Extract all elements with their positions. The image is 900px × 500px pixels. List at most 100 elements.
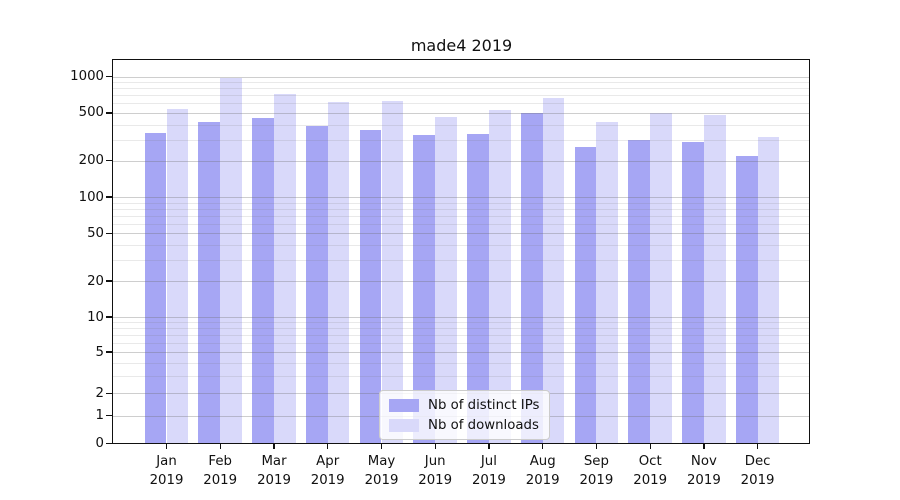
grid-line-minor bbox=[113, 260, 810, 261]
y-axis-tick-mark bbox=[106, 112, 112, 114]
bar-jun-distinct-ips bbox=[413, 135, 436, 444]
y-axis-tick-label: 500 bbox=[78, 105, 104, 121]
y-axis-tick-label: 1000 bbox=[70, 69, 104, 85]
x-axis-tick-year: 2019 bbox=[686, 473, 721, 488]
grid-line-minor bbox=[113, 208, 810, 210]
y-axis-tick-label: 50 bbox=[87, 225, 104, 241]
grid-line-major bbox=[113, 233, 810, 235]
legend-item-distinct-ips: Nb of distinct IPs bbox=[389, 397, 539, 413]
x-axis-tick-month: Aug bbox=[529, 454, 556, 469]
bar-aug-distinct-ips bbox=[520, 113, 543, 444]
bar-apr-downloads bbox=[327, 102, 350, 444]
bar-nov-distinct-ips bbox=[682, 141, 704, 444]
bar-dec-downloads bbox=[757, 136, 780, 444]
grid-line-major bbox=[113, 76, 810, 78]
x-axis-tick-label: Jan 2019 bbox=[135, 452, 199, 490]
x-axis-tick-label: Feb 2019 bbox=[188, 452, 252, 490]
y-axis-tick-mark bbox=[106, 280, 112, 282]
x-axis-tick-mark bbox=[703, 443, 705, 450]
y-axis-tick-mark bbox=[106, 232, 112, 234]
y-axis-tick-mark bbox=[106, 392, 112, 394]
x-axis-tick-label: Apr 2019 bbox=[296, 452, 360, 490]
y-axis-tick-label: 100 bbox=[78, 189, 104, 205]
y-axis-tick-label: 200 bbox=[78, 153, 104, 169]
grid-line-minor bbox=[113, 103, 810, 105]
x-axis-tick-year: 2019 bbox=[471, 473, 506, 488]
bar-dec-distinct-ips bbox=[735, 155, 758, 444]
x-axis-tick-label: Sep 2019 bbox=[564, 452, 628, 490]
grid-line-major bbox=[113, 112, 810, 114]
x-axis-tick-label: Aug 2019 bbox=[511, 452, 575, 490]
x-axis-tick-label: Dec 2019 bbox=[726, 452, 790, 490]
x-axis-tick-year: 2019 bbox=[257, 473, 291, 488]
x-axis-tick-month: Mar bbox=[261, 454, 287, 469]
x-axis-tick-month: Jun bbox=[424, 454, 446, 469]
x-axis-tick-label: Jun 2019 bbox=[403, 452, 467, 490]
x-axis-tick-month: May bbox=[367, 454, 396, 469]
bar-sep-downloads bbox=[596, 122, 619, 444]
legend-swatch-distinct-ips bbox=[389, 398, 419, 412]
grid-line-minor bbox=[113, 124, 810, 126]
y-axis-tick-label: 1 bbox=[95, 408, 104, 424]
x-axis-tick-month: Nov bbox=[690, 454, 717, 469]
x-axis-tick-month: Jul bbox=[480, 454, 497, 469]
grid-line-minor bbox=[113, 202, 810, 204]
grid-line-major bbox=[113, 317, 810, 318]
legend-label-distinct-ips: Nb of distinct IPs bbox=[428, 397, 540, 413]
grid-line-minor bbox=[113, 244, 810, 246]
y-axis-tick-label: 10 bbox=[87, 309, 104, 325]
x-axis-tick-label: Nov 2019 bbox=[672, 452, 736, 490]
x-axis-tick-year: 2019 bbox=[525, 473, 560, 488]
y-axis-tick-mark bbox=[106, 414, 112, 417]
x-axis-tick-label: Jul 2019 bbox=[457, 452, 521, 490]
x-axis-tick-mark bbox=[434, 443, 436, 450]
grid-line-minor bbox=[113, 88, 810, 90]
grid-line-minor bbox=[113, 376, 810, 378]
grid-line-minor bbox=[113, 82, 810, 84]
y-axis-tick-mark bbox=[106, 196, 112, 198]
bar-may-downloads bbox=[381, 101, 404, 444]
grid-line-minor bbox=[113, 343, 810, 344]
x-axis-tick-year: 2019 bbox=[579, 473, 614, 488]
y-axis-tick-label: 5 bbox=[95, 344, 104, 360]
grid-line-minor bbox=[113, 215, 810, 217]
y-axis-tick-mark bbox=[106, 351, 112, 353]
y-axis-tick-mark bbox=[106, 442, 112, 444]
x-axis-tick-month: Sep bbox=[583, 454, 609, 469]
x-axis-tick-mark bbox=[542, 443, 544, 450]
grid-line-minor bbox=[113, 362, 810, 364]
grid-line-minor bbox=[113, 335, 810, 337]
x-axis-tick-mark bbox=[165, 443, 168, 450]
bar-jan-downloads bbox=[166, 109, 189, 444]
x-axis-tick-mark bbox=[273, 443, 275, 450]
grid-line-minor bbox=[113, 95, 810, 97]
x-axis-tick-mark bbox=[219, 443, 221, 450]
x-axis-tick-year: 2019 bbox=[310, 473, 345, 488]
grid-line-major bbox=[113, 197, 810, 199]
y-axis-tick-mark bbox=[106, 316, 112, 318]
chart-title: made4 2019 bbox=[410, 36, 513, 55]
grid-line-major bbox=[113, 281, 810, 283]
bar-feb-distinct-ips bbox=[198, 121, 221, 444]
bar-mar-downloads bbox=[274, 94, 296, 444]
x-axis-tick-mark bbox=[649, 443, 651, 450]
x-axis-tick-label: Mar 2019 bbox=[242, 452, 306, 490]
bar-jul-downloads bbox=[488, 110, 511, 444]
bar-sep-distinct-ips bbox=[574, 146, 597, 444]
x-axis-tick-mark bbox=[380, 443, 383, 450]
y-axis-tick-label: 0 bbox=[95, 435, 104, 451]
y-axis-tick-label: 2 bbox=[95, 385, 104, 401]
x-axis-tick-month: Dec bbox=[744, 454, 771, 469]
x-axis-tick-mark bbox=[595, 443, 598, 450]
x-axis-tick-month: Apr bbox=[316, 454, 340, 469]
grid-line-major bbox=[113, 352, 810, 353]
x-axis-tick-year: 2019 bbox=[149, 473, 184, 488]
grid-line-minor bbox=[113, 322, 810, 324]
x-axis-tick-month: Feb bbox=[208, 454, 232, 469]
x-axis-tick-year: 2019 bbox=[364, 473, 399, 488]
grid-line-minor bbox=[113, 223, 810, 225]
legend: Nb of distinct IPs Nb of downloads bbox=[379, 390, 551, 440]
bar-nov-downloads bbox=[703, 115, 726, 444]
legend-item-downloads: Nb of downloads bbox=[389, 417, 539, 433]
y-axis-tick-mark bbox=[106, 76, 112, 78]
